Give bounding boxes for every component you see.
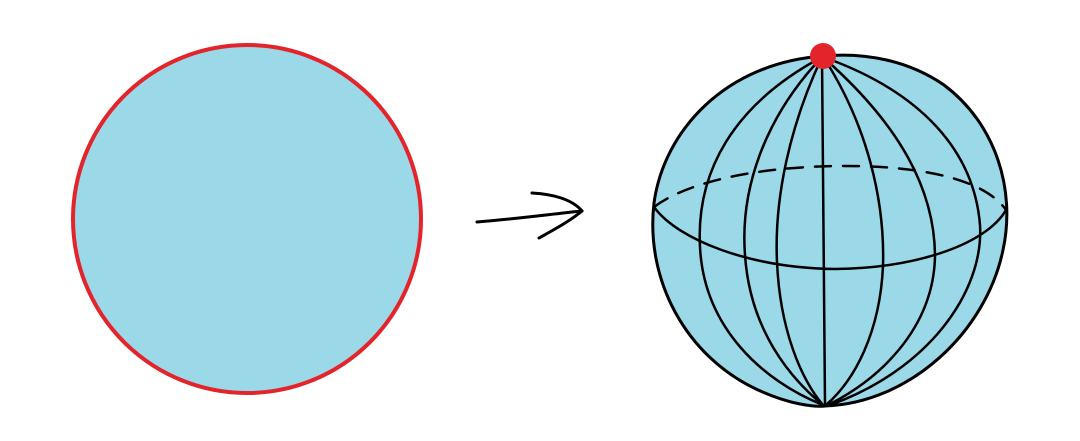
meridian-line xyxy=(824,56,982,407)
meridian-line xyxy=(820,55,827,406)
sphere xyxy=(651,43,1009,408)
meridian-line xyxy=(775,55,825,407)
north-pole-point xyxy=(810,43,836,69)
arrow-head-lower xyxy=(537,209,584,240)
arrow-shaft xyxy=(475,209,584,224)
equator-front xyxy=(652,205,1008,271)
transformation-arrow xyxy=(475,191,584,240)
sphere-body xyxy=(651,53,1009,408)
arrow-head-upper xyxy=(530,191,584,213)
meridian-line xyxy=(698,55,825,407)
meridian-lines xyxy=(698,55,982,407)
meridian-line xyxy=(743,55,825,407)
meridian-line xyxy=(822,56,937,407)
equator-back xyxy=(652,164,1008,212)
flat-disk xyxy=(71,43,423,395)
